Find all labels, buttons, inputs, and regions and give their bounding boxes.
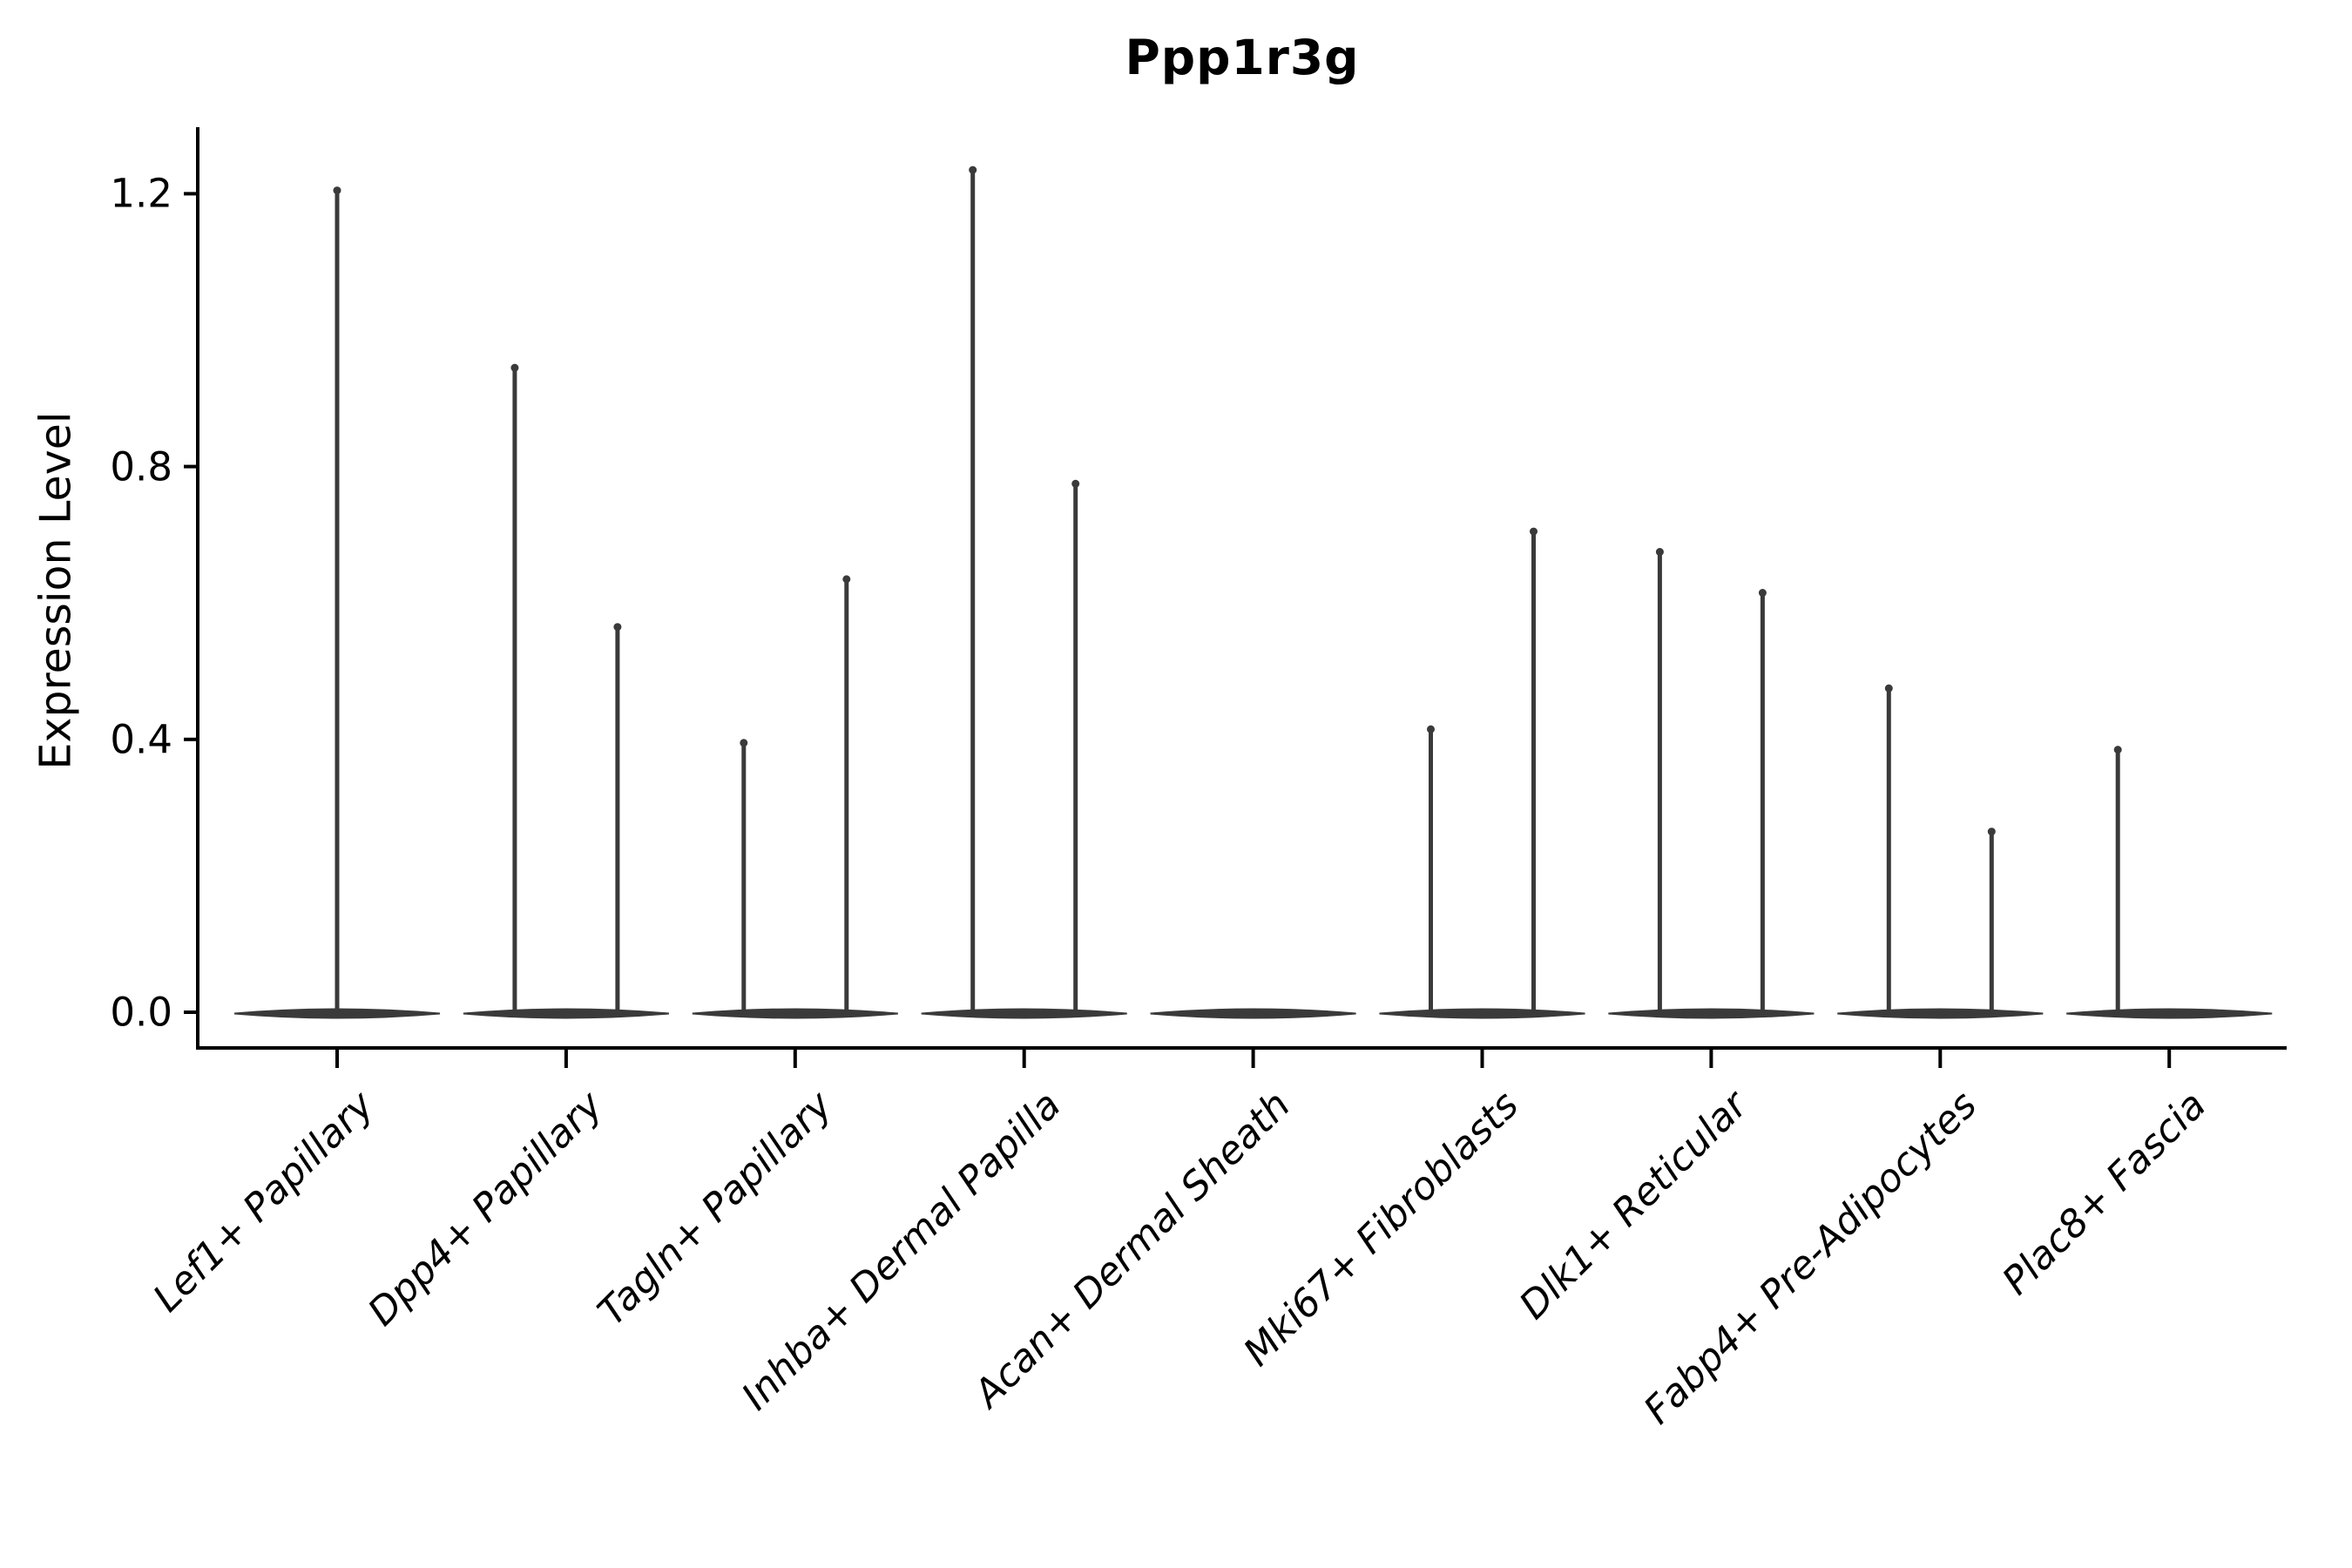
y-tick-label: 0.8	[110, 443, 172, 490]
violin-spike-tip	[1987, 828, 1996, 836]
violin-baseline	[1608, 1008, 1815, 1019]
violin-spike-tip	[333, 186, 341, 195]
violin-spike-tip	[842, 575, 851, 584]
violin-spike-tip	[1884, 684, 1893, 693]
violin-baseline	[692, 1008, 898, 1019]
violin-baseline	[463, 1008, 669, 1019]
y-tick-label: 1.2	[110, 170, 172, 217]
violin-spike-tip	[1758, 589, 1767, 598]
violin-spike-tip	[613, 623, 622, 632]
violin-spike-tip	[1655, 548, 1664, 557]
violin-spike-tip	[740, 739, 748, 747]
violin-baseline	[1150, 1008, 1356, 1019]
violin-baseline	[921, 1008, 1127, 1019]
violin-spike-tip	[1427, 725, 1435, 733]
violin-spike-tip	[969, 166, 977, 174]
violin-baseline	[1379, 1008, 1585, 1019]
violin-baseline	[2066, 1008, 2273, 1019]
violin-spike-tip	[510, 363, 519, 372]
chart-title: Ppp1r3g	[1125, 30, 1360, 85]
y-tick-label: 0.0	[110, 989, 172, 1036]
violin-baseline	[1837, 1008, 2044, 1019]
y-tick-label: 0.4	[110, 716, 172, 763]
violin-spike-tip	[2113, 746, 2122, 754]
violin-spike-tip	[1071, 479, 1080, 488]
violin-spike-tip	[1530, 527, 1538, 536]
